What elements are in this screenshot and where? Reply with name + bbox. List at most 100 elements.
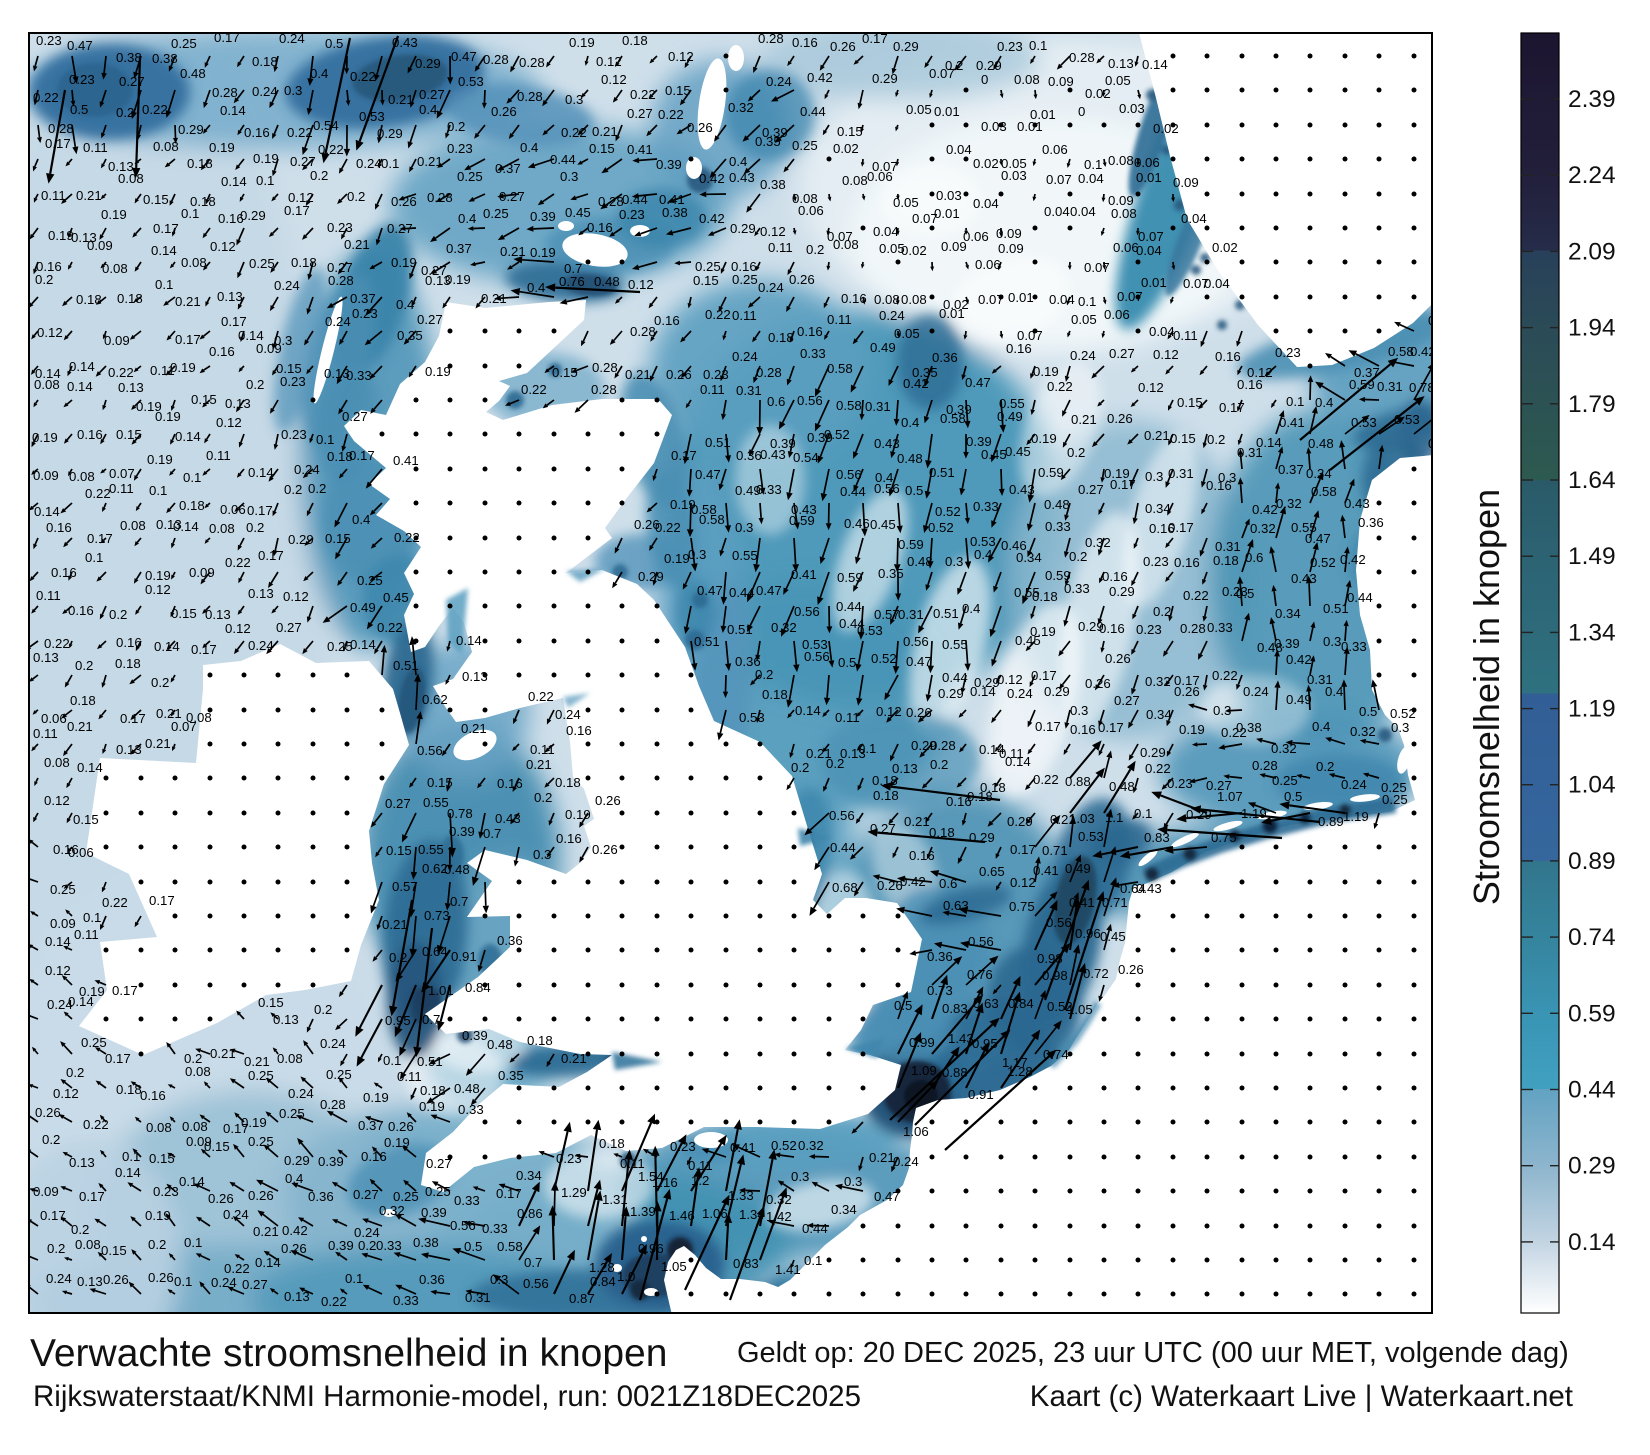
svg-text:0.7: 0.7 (422, 1012, 440, 1027)
svg-text:0.26: 0.26 (877, 878, 903, 893)
svg-text:0.28: 0.28 (483, 52, 509, 67)
svg-text:0.22: 0.22 (658, 107, 684, 122)
svg-text:0.07: 0.07 (1046, 172, 1072, 187)
svg-text:0.44: 0.44 (840, 484, 866, 499)
svg-text:0.29: 0.29 (1140, 745, 1166, 760)
svg-text:0.12: 0.12 (596, 54, 622, 69)
svg-text:0.16: 0.16 (361, 1149, 387, 1164)
svg-text:0.21: 0.21 (592, 124, 618, 139)
svg-text:0.45: 0.45 (870, 517, 896, 532)
svg-text:0.03: 0.03 (936, 188, 962, 203)
svg-text:0.2: 0.2 (389, 950, 407, 965)
svg-text:0.22: 0.22 (287, 125, 313, 140)
svg-text:0.2: 0.2 (148, 1237, 166, 1252)
svg-text:0.22: 0.22 (142, 102, 168, 117)
svg-text:0.09: 0.09 (33, 468, 59, 483)
svg-text:0.44: 0.44 (942, 670, 968, 685)
svg-text:1.43: 1.43 (948, 1031, 974, 1046)
svg-text:0.21: 0.21 (344, 237, 370, 252)
svg-text:0.48: 0.48 (487, 1037, 513, 1052)
svg-text:0.33: 0.33 (393, 1293, 419, 1308)
svg-text:0.43: 0.43 (1009, 482, 1035, 497)
svg-text:0.27: 0.27 (353, 1187, 379, 1202)
svg-text:0.96: 0.96 (638, 1241, 664, 1256)
svg-text:0.28: 0.28 (1180, 621, 1206, 636)
svg-text:0.28: 0.28 (591, 382, 617, 397)
svg-text:0.47: 0.47 (756, 583, 782, 598)
svg-text:0.1: 0.1 (181, 206, 199, 221)
svg-text:0.22: 0.22 (561, 125, 587, 140)
svg-text:0.14: 0.14 (1005, 754, 1031, 769)
svg-text:0.19: 0.19 (1031, 431, 1057, 446)
svg-text:0.33: 0.33 (800, 346, 826, 361)
svg-text:0.15: 0.15 (101, 1243, 127, 1258)
svg-text:0.11: 0.11 (397, 1069, 422, 1084)
svg-text:0.14: 0.14 (255, 1255, 281, 1270)
svg-text:0.17: 0.17 (496, 1186, 522, 1201)
svg-text:0.26: 0.26 (906, 705, 932, 720)
svg-text:0.34: 0.34 (1146, 707, 1172, 722)
svg-text:0.2: 0.2 (791, 760, 809, 775)
svg-text:0.09: 0.09 (104, 333, 130, 348)
svg-text:0.07: 0.07 (1117, 289, 1143, 304)
svg-text:0.17: 0.17 (1219, 400, 1245, 415)
svg-text:0.88: 0.88 (942, 1065, 968, 1080)
svg-text:0.02: 0.02 (1212, 240, 1238, 255)
svg-text:0.08: 0.08 (120, 518, 146, 533)
svg-text:0.16: 0.16 (1237, 377, 1263, 392)
svg-text:0.24: 0.24 (46, 1271, 72, 1286)
svg-text:0.2: 0.2 (1069, 549, 1087, 564)
svg-text:0.14: 0.14 (67, 379, 93, 394)
svg-text:0.51: 0.51 (393, 658, 419, 673)
svg-text:0.17: 0.17 (105, 1051, 131, 1066)
svg-text:0.25: 0.25 (171, 36, 197, 51)
svg-text:1.19: 1.19 (1568, 696, 1616, 723)
svg-text:0.73: 0.73 (424, 908, 450, 923)
svg-text:0.88: 0.88 (1065, 774, 1091, 789)
svg-text:0.17: 0.17 (153, 221, 179, 236)
svg-text:0.42: 0.42 (1340, 552, 1366, 567)
svg-text:0.29: 0.29 (1568, 1153, 1616, 1180)
svg-text:0.29: 0.29 (240, 208, 266, 223)
svg-text:0.21: 0.21 (382, 917, 408, 932)
svg-text:0.53: 0.53 (1394, 412, 1420, 427)
svg-text:0.38: 0.38 (116, 50, 142, 65)
svg-text:0.06: 0.06 (220, 502, 246, 517)
svg-text:0.32: 0.32 (1350, 724, 1376, 739)
svg-text:0.1: 0.1 (184, 1235, 202, 1250)
svg-text:0.11: 0.11 (33, 726, 58, 741)
svg-text:0.26: 0.26 (148, 1270, 174, 1285)
svg-text:0.22: 0.22 (1183, 588, 1209, 603)
svg-text:0.3: 0.3 (533, 847, 551, 862)
svg-text:0.44: 0.44 (1568, 1077, 1616, 1104)
svg-text:0.58: 0.58 (1311, 484, 1337, 499)
svg-text:0.12: 0.12 (997, 672, 1023, 687)
svg-text:0.49: 0.49 (997, 409, 1023, 424)
svg-text:0.42: 0.42 (699, 171, 725, 186)
svg-text:0.06: 0.06 (1113, 240, 1139, 255)
svg-text:0.17: 0.17 (120, 711, 146, 726)
svg-text:0.19: 0.19 (145, 568, 171, 583)
svg-text:0.25: 0.25 (81, 1035, 107, 1050)
svg-text:0.19: 0.19 (1030, 624, 1056, 639)
svg-text:0.2: 0.2 (314, 1002, 332, 1017)
svg-text:0.19: 0.19 (155, 409, 181, 424)
svg-text:0.3: 0.3 (1145, 469, 1163, 484)
svg-text:0.09: 0.09 (996, 226, 1022, 241)
svg-text:0.17: 0.17 (1098, 720, 1124, 735)
svg-text:0.18: 0.18 (117, 291, 143, 306)
svg-text:0.26: 0.26 (103, 1272, 129, 1287)
svg-text:Kaart (c) Waterkaart Live | Wa: Kaart (c) Waterkaart Live | Waterkaart.n… (1030, 1380, 1573, 1413)
svg-text:0.24: 0.24 (1007, 686, 1033, 701)
svg-text:0.04: 0.04 (1136, 243, 1162, 258)
svg-text:0.16: 0.16 (68, 603, 94, 618)
svg-text:0.17: 0.17 (40, 1208, 66, 1223)
svg-text:0.33: 0.33 (482, 1221, 508, 1236)
svg-text:0.59: 0.59 (1568, 1000, 1616, 1027)
svg-text:0.09: 0.09 (189, 565, 215, 580)
svg-text:0.08: 0.08 (1108, 153, 1134, 168)
svg-text:0.58: 0.58 (497, 1239, 523, 1254)
svg-text:0.08: 0.08 (833, 237, 859, 252)
svg-text:0.03: 0.03 (1001, 168, 1027, 183)
svg-text:0.4: 0.4 (352, 512, 370, 527)
